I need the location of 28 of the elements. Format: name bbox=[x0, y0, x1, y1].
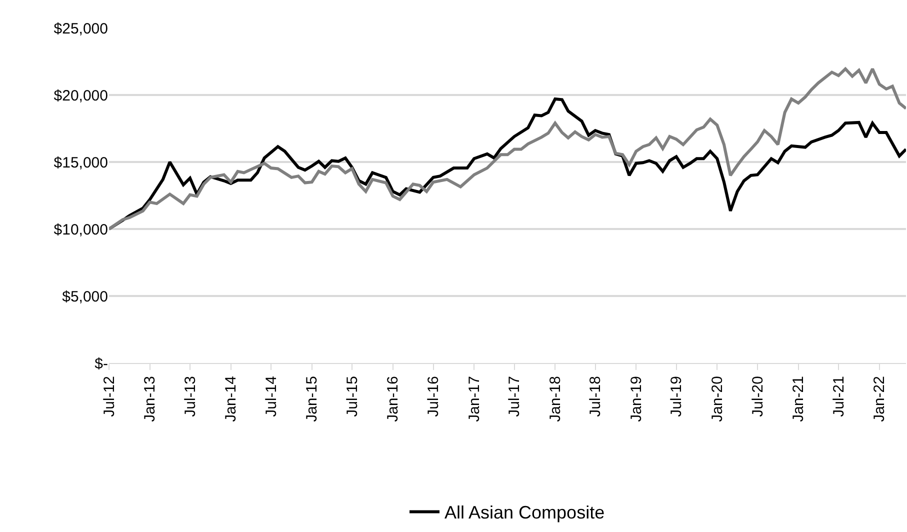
x-tick-label: Jan-16 bbox=[384, 376, 402, 422]
x-tick-label: Jan-19 bbox=[628, 376, 645, 422]
x-tick-label: Jul-12 bbox=[100, 376, 118, 417]
x-tick-label: Jul-19 bbox=[668, 376, 686, 417]
x-tick-label: Jul-14 bbox=[262, 376, 280, 417]
x-tick-label: Jan-20 bbox=[709, 376, 726, 422]
y-tick-label: $- bbox=[94, 355, 108, 372]
x-tick-label: Jan-17 bbox=[466, 376, 483, 422]
x-tick-label: Jul-16 bbox=[425, 376, 442, 417]
x-tick-label: Jan-14 bbox=[222, 376, 240, 422]
x-tick-label: Jan-15 bbox=[304, 376, 321, 422]
x-tick-label: Jan-18 bbox=[546, 376, 564, 422]
x-tick-label: Jan-22 bbox=[871, 376, 888, 422]
x-tick-label: Jan-21 bbox=[790, 376, 808, 422]
line-series bbox=[109, 67, 906, 230]
x-tick-label: Jul-13 bbox=[182, 376, 199, 417]
x-tick-label: Jul-18 bbox=[587, 376, 604, 417]
legend-label: All Asian Composite bbox=[444, 502, 605, 523]
x-tick-label: Jul-17 bbox=[506, 376, 524, 417]
x-tick-label: Jul-15 bbox=[344, 376, 361, 417]
y-tick-label: $25,000 bbox=[54, 20, 108, 38]
y-tick-label: $10,000 bbox=[54, 221, 108, 238]
x-tick-label: Jul-20 bbox=[749, 376, 766, 417]
y-tick-label: $5,000 bbox=[62, 288, 108, 306]
y-tick-label: $20,000 bbox=[54, 87, 108, 104]
x-tick-label: Jul-21 bbox=[830, 376, 848, 417]
x-tick-label: Jan-13 bbox=[142, 376, 159, 422]
y-tick-label: $15,000 bbox=[54, 154, 108, 172]
